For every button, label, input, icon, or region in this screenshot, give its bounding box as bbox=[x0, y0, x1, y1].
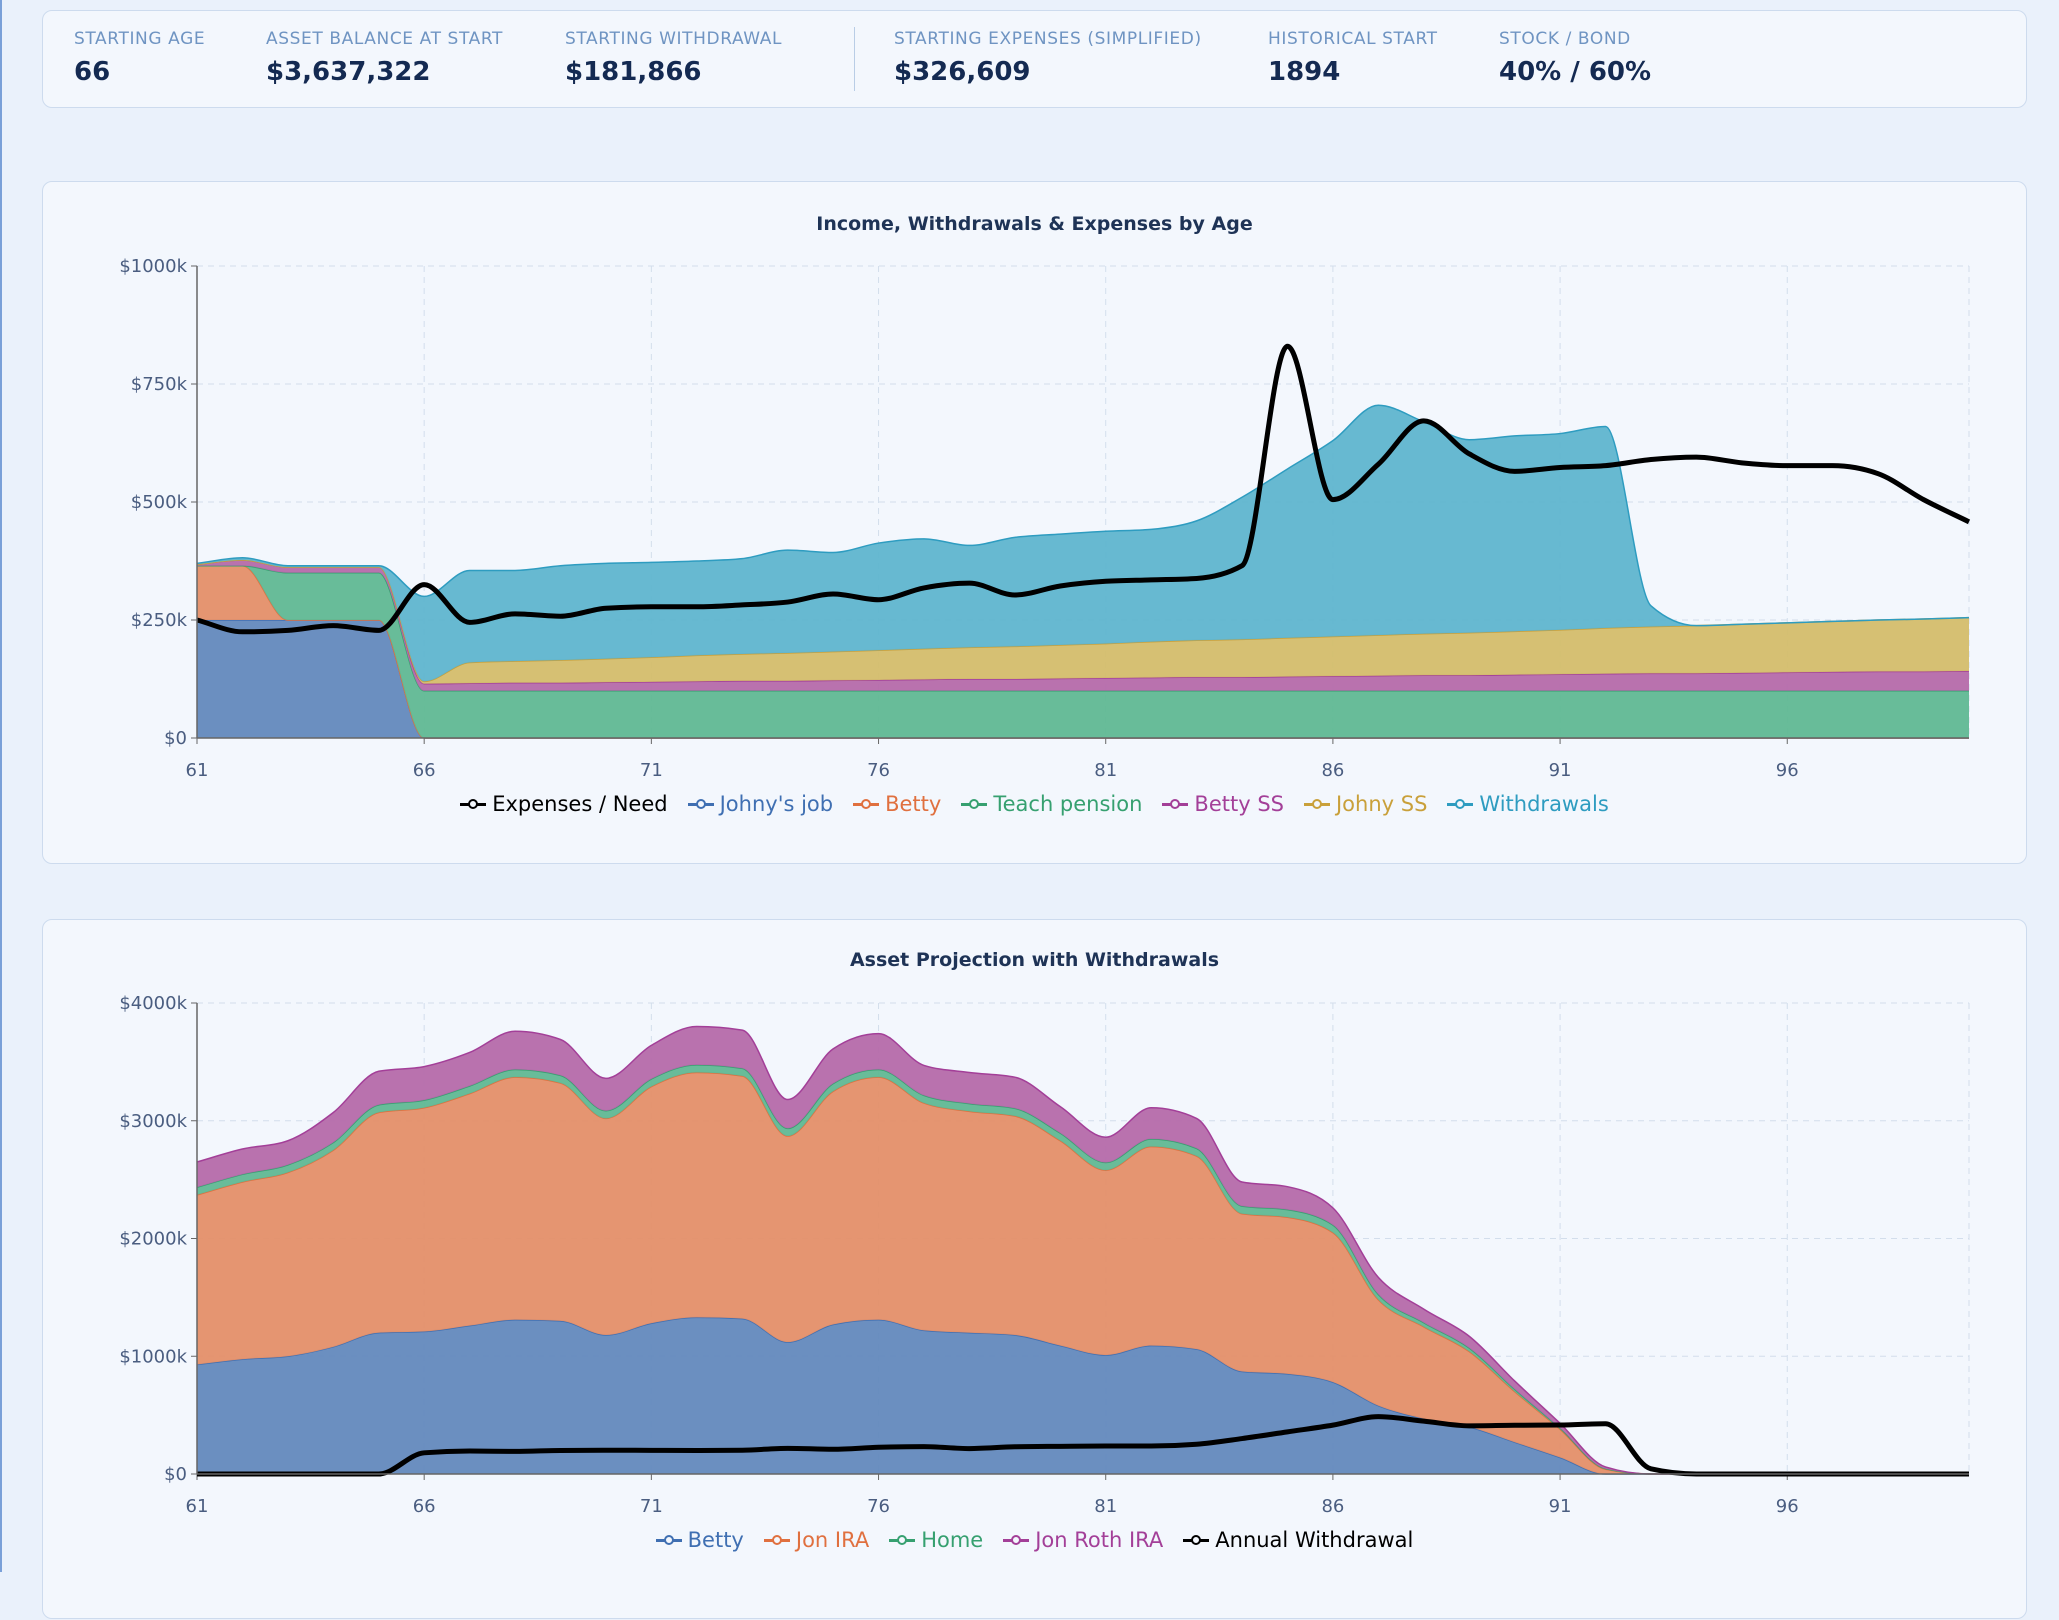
line-expenses-need[interactable] bbox=[196, 343, 1971, 635]
legend-marker-icon bbox=[1183, 1534, 1210, 1546]
legend-item-betty[interactable]: Betty bbox=[853, 792, 941, 816]
asset-chart: $0 $1000k $2000k $3000k $4000k 61 66 71 76 81 86 91… bbox=[119, 993, 1970, 1517]
chart-legend: Betty Jon IRA Home Jon Roth IRA Annual Withd… bbox=[43, 1528, 2026, 1552]
stat-label: ASSET BALANCE AT START bbox=[266, 29, 503, 49]
stat-value: 40% / 60% bbox=[1499, 57, 1652, 87]
area-betty-ss[interactable] bbox=[197, 560, 1969, 691]
x-tick-label: 86 bbox=[1321, 1496, 1344, 1517]
stats-divider bbox=[854, 27, 855, 91]
x-tick-label: 66 bbox=[413, 760, 436, 781]
legend-item-teach-pension[interactable]: Teach pension bbox=[961, 792, 1142, 816]
legend-label: Expenses / Need bbox=[492, 792, 668, 816]
y-tick-label: $500k bbox=[131, 492, 188, 513]
stat-label: STARTING AGE bbox=[74, 29, 206, 49]
asset-chart-card: Asset Projection with Withdrawals $0 $100… bbox=[42, 919, 2027, 1619]
legend-marker-icon bbox=[1162, 798, 1189, 810]
legend-item-jon-roth-ira[interactable]: Jon Roth IRA bbox=[1003, 1528, 1163, 1552]
legend-label: Betty bbox=[687, 1528, 744, 1552]
x-tick-label: 91 bbox=[1549, 760, 1572, 781]
stat-starting-age: STARTING AGE 66 bbox=[74, 29, 205, 87]
stat-starting-withdrawal: STARTING WITHDRAWAL $181,866 bbox=[565, 29, 782, 87]
chart-legend: Expenses / Need Johny's job Betty Teach pen… bbox=[43, 792, 2026, 816]
chart-title: Asset Projection with Withdrawals bbox=[849, 949, 1220, 971]
area-betty[interactable] bbox=[197, 1317, 1969, 1474]
x-tick-label: 96 bbox=[1776, 760, 1799, 781]
stat-value: $3,637,322 bbox=[266, 57, 431, 87]
legend-label: Jon IRA bbox=[795, 1528, 870, 1552]
legend-label: Johny's job bbox=[719, 792, 834, 816]
y-tick-label: $1000k bbox=[119, 1346, 187, 1367]
stat-asset-balance: ASSET BALANCE AT START $3,637,322 bbox=[266, 29, 503, 87]
y-tick-label: $2000k bbox=[119, 1229, 187, 1250]
area-jon-ira[interactable] bbox=[197, 1072, 1969, 1474]
stat-label: HISTORICAL START bbox=[1268, 29, 1438, 49]
legend-marker-icon bbox=[1003, 1534, 1030, 1546]
stat-label: STARTING WITHDRAWAL bbox=[565, 29, 783, 49]
legend-item-jon-ira[interactable]: Jon IRA bbox=[763, 1528, 870, 1552]
legend-item-johny-s-job[interactable]: Johny's job bbox=[687, 792, 834, 816]
stat-value: 66 bbox=[74, 57, 111, 87]
legend-label: Withdrawals bbox=[1479, 792, 1609, 816]
legend-label: Teach pension bbox=[993, 792, 1143, 816]
legend-item-withdrawals[interactable]: Withdrawals bbox=[1447, 792, 1609, 816]
stat-starting-expenses: STARTING EXPENSES (SIMPLIFIED) $326,609 bbox=[894, 29, 1202, 87]
area-withdrawals[interactable] bbox=[197, 405, 1969, 682]
legend-label: Johny SS bbox=[1335, 792, 1428, 816]
legend-marker-icon bbox=[889, 1534, 916, 1546]
x-tick-label: 91 bbox=[1549, 1496, 1572, 1517]
y-tick-label: $4000k bbox=[119, 993, 187, 1014]
legend-marker-icon bbox=[1447, 798, 1474, 810]
x-tick-label: 81 bbox=[1094, 1496, 1117, 1517]
legend-label: Annual Withdrawal bbox=[1215, 1528, 1414, 1552]
y-tick-label: $750k bbox=[131, 374, 188, 395]
x-tick-label: 96 bbox=[1776, 1496, 1799, 1517]
stat-label: STARTING EXPENSES (SIMPLIFIED) bbox=[894, 29, 1202, 49]
y-tick-label: $0 bbox=[164, 728, 187, 749]
x-tick-label: 81 bbox=[1094, 760, 1117, 781]
stat-historical-start: HISTORICAL START 1894 bbox=[1268, 29, 1438, 87]
legend-item-betty[interactable]: Betty bbox=[655, 1528, 744, 1552]
x-tick-label: 61 bbox=[186, 760, 209, 781]
x-tick-label: 66 bbox=[413, 1496, 436, 1517]
area-teach-pension[interactable] bbox=[197, 565, 1969, 738]
y-tick-label: $250k bbox=[131, 610, 188, 631]
stat-label: STOCK / BOND bbox=[1499, 29, 1631, 49]
legend-marker-icon bbox=[460, 798, 487, 810]
legend-item-betty-ss[interactable]: Betty SS bbox=[1162, 792, 1284, 816]
x-tick-label: 76 bbox=[867, 1496, 890, 1517]
legend-marker-icon bbox=[763, 1534, 790, 1546]
legend-marker-icon bbox=[1303, 798, 1330, 810]
stat-value: 1894 bbox=[1268, 57, 1341, 87]
legend-label: Betty SS bbox=[1194, 792, 1284, 816]
legend-marker-icon bbox=[961, 798, 988, 810]
x-tick-label: 76 bbox=[867, 760, 890, 781]
legend-marker-icon bbox=[687, 798, 714, 810]
legend-item-expenses-need[interactable]: Expenses / Need bbox=[460, 792, 668, 816]
area-johny-ss[interactable] bbox=[197, 560, 1969, 684]
legend-label: Betty bbox=[885, 792, 942, 816]
stat-value: $181,866 bbox=[565, 57, 702, 87]
summary-stats-card: STARTING AGE 66 ASSET BALANCE AT START $3,… bbox=[42, 10, 2027, 108]
legend-item-johny-ss[interactable]: Johny SS bbox=[1303, 792, 1428, 816]
y-tick-label: $3000k bbox=[119, 1111, 187, 1132]
legend-item-home[interactable]: Home bbox=[889, 1528, 983, 1552]
legend-label: Jon Roth IRA bbox=[1035, 1528, 1164, 1552]
legend-item-annual-withdrawal[interactable]: Annual Withdrawal bbox=[1183, 1528, 1413, 1552]
x-tick-label: 61 bbox=[186, 1496, 209, 1517]
area-edge-withdrawals bbox=[196, 404, 1970, 627]
line-annual-withdrawal[interactable] bbox=[197, 1414, 1969, 1477]
x-tick-label: 71 bbox=[640, 1496, 663, 1517]
legend-marker-icon bbox=[853, 798, 880, 810]
legend-label: Home bbox=[921, 1528, 984, 1552]
legend-marker-icon bbox=[655, 1534, 682, 1546]
income-chart-card: Income, Withdrawals & Expenses by Age $0… bbox=[42, 181, 2027, 864]
y-tick-label: $1000k bbox=[119, 256, 187, 277]
x-tick-label: 86 bbox=[1321, 760, 1344, 781]
stat-stock-bond: STOCK / BOND 40% / 60% bbox=[1499, 29, 1651, 87]
x-tick-label: 71 bbox=[640, 760, 663, 781]
chart-title: Income, Withdrawals & Expenses by Age bbox=[816, 213, 1253, 235]
y-tick-label: $0 bbox=[164, 1464, 187, 1485]
stat-value: $326,609 bbox=[894, 57, 1031, 87]
income-chart: $0 $250k $500k $750k $1000k 61 66 71 76 81 86 91 96 bbox=[119, 256, 1971, 781]
